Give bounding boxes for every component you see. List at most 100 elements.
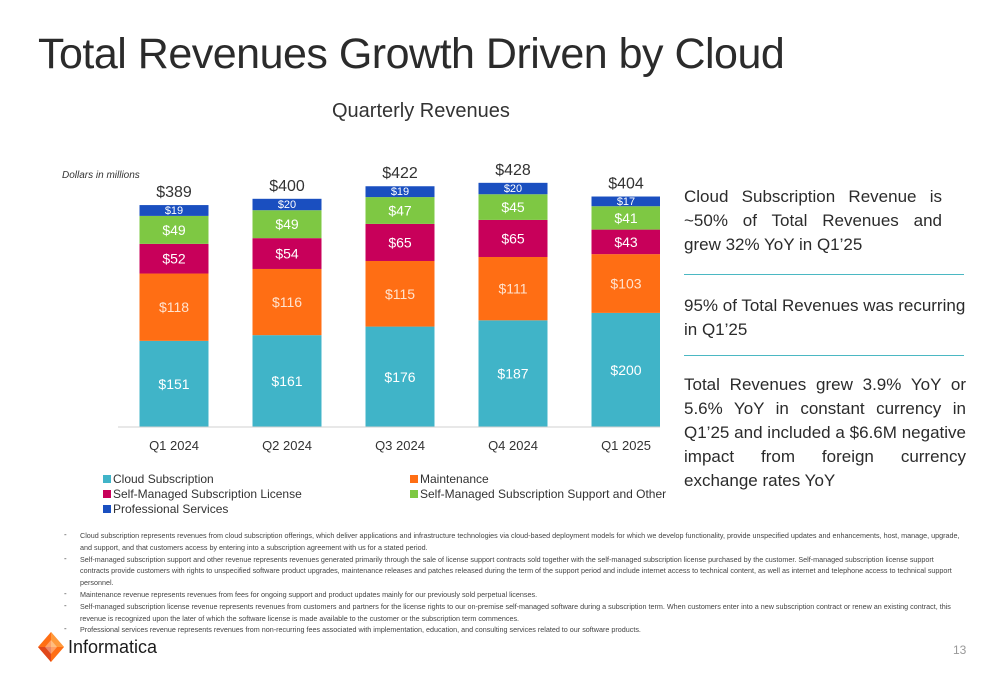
bar-segment <box>252 268 322 336</box>
x-tick-label: Q1 2025 <box>601 438 651 453</box>
legend-swatch <box>103 490 111 498</box>
bar-segment <box>478 320 548 427</box>
footnote-text: Self-managed subscription support and ot… <box>80 554 952 588</box>
legend-swatch <box>410 475 418 483</box>
footnote-text: Cloud subscription represents revenues f… <box>80 531 960 552</box>
logo-text: Informatica <box>68 636 158 657</box>
legend-label: Maintenance <box>420 472 489 486</box>
data-label: $49 <box>275 216 299 232</box>
stacked-bar-chart: $151 $118 $52 $49 $19 $389 Q1 2024 $161 $116 $54 $… <box>118 162 660 453</box>
data-label: $20 <box>278 199 296 211</box>
legend-swatch <box>410 490 418 498</box>
legend-label: Professional Services <box>113 502 229 516</box>
legend-item-self-managed-license: Self-Managed Subscription License <box>103 487 302 501</box>
legend-swatch <box>103 505 111 513</box>
data-label: $187 <box>497 366 528 382</box>
bar-segment <box>139 273 209 341</box>
data-label: $47 <box>388 202 412 218</box>
data-label: $49 <box>162 222 186 238</box>
takeaway-cloud-share: Cloud Subscription Revenue is ~50% of To… <box>684 187 942 254</box>
x-tick-label: Q1 2024 <box>149 438 199 453</box>
data-label: $43 <box>614 234 638 250</box>
bar-segment <box>478 256 548 321</box>
legend-item-cloud-subscription: Cloud Subscription <box>103 472 214 486</box>
bar-segment <box>139 340 209 427</box>
data-label: $151 <box>158 376 189 392</box>
footnote: - Cloud subscription represents revenues … <box>64 530 964 554</box>
bar-segment <box>139 243 209 274</box>
data-label: $118 <box>159 299 189 315</box>
data-label: $116 <box>272 294 302 310</box>
data-label: $17 <box>617 196 635 208</box>
footnote-dash: - <box>64 600 67 610</box>
bar-segment <box>365 186 435 198</box>
bar-segment <box>252 210 322 239</box>
legend-label: Self-Managed Subscription Support and Ot… <box>420 487 667 501</box>
bar-segment <box>252 198 322 211</box>
data-label: $41 <box>614 210 638 226</box>
data-label: $111 <box>498 281 527 297</box>
data-label: $103 <box>610 276 641 292</box>
bar-total-label: $428 <box>495 162 531 179</box>
bar-segment <box>365 326 435 427</box>
data-label: $200 <box>610 362 641 378</box>
bar-segment <box>365 260 435 327</box>
chart-title: Quarterly Revenues <box>332 100 510 122</box>
footnote-text: Professional services revenue represents… <box>80 625 641 635</box>
bar-segment <box>252 335 322 427</box>
footnote-text: Self-managed subscription license revenu… <box>80 601 951 623</box>
footnote-dash: - <box>64 624 67 634</box>
footnotes: - Cloud subscription represents revenues … <box>64 530 964 636</box>
bar-segment <box>139 205 209 216</box>
data-label: $19 <box>391 186 409 198</box>
bar-total-label: $400 <box>269 178 305 195</box>
footnote: - Maintenance revenue represents revenues… <box>64 589 964 601</box>
bar-total-label: $404 <box>608 176 644 193</box>
informatica-diamond-icon <box>38 632 64 662</box>
divider <box>684 355 964 356</box>
bar-segment <box>591 196 660 207</box>
data-label: $161 <box>271 373 302 389</box>
data-label: $52 <box>162 251 186 267</box>
takeaway-recurring: 95% of Total Revenues was recurring in Q… <box>684 296 966 339</box>
legend-item-self-managed-support: Self-Managed Subscription Support and Ot… <box>410 487 666 501</box>
bar-segment <box>252 238 322 269</box>
bar-total-label: $422 <box>382 165 418 182</box>
data-label: $45 <box>501 199 525 215</box>
page-number: 13 <box>953 643 967 657</box>
takeaway-growth: Total Revenues grew 3.9% YoY or 5.6% YoY… <box>684 375 966 490</box>
informatica-logo: Informatica <box>38 632 157 662</box>
footnote-text: Maintenance revenue represents revenues … <box>80 589 538 599</box>
legend-swatch <box>103 475 111 483</box>
data-label: $54 <box>275 246 299 262</box>
data-label: $115 <box>385 286 415 302</box>
data-label: $20 <box>504 183 522 195</box>
legend-label: Self-Managed Subscription License <box>113 487 302 501</box>
x-tick-label: Q4 2024 <box>488 438 538 453</box>
footnote-dash: - <box>64 588 67 598</box>
units-note: Dollars in millions <box>62 170 140 181</box>
data-label: $176 <box>384 369 415 385</box>
bar-segment <box>591 254 660 313</box>
legend-item-professional-services: Professional Services <box>103 502 228 516</box>
data-label: $65 <box>388 234 412 250</box>
bar-segment <box>478 182 548 195</box>
bar-segment <box>139 215 209 244</box>
bar-total-label: $389 <box>156 184 192 201</box>
bar-segment <box>365 223 435 261</box>
bar-segment <box>591 312 660 427</box>
footnote-dash: - <box>64 530 67 539</box>
x-tick-label: Q3 2024 <box>375 438 425 453</box>
data-label: $65 <box>501 230 525 246</box>
page-title: Total Revenues Growth Driven by Cloud <box>38 30 785 78</box>
bar-segment <box>591 206 660 230</box>
footnote: - Professional services revenue represent… <box>64 624 964 636</box>
footnote-dash: - <box>64 553 67 563</box>
bar-segment <box>591 229 660 255</box>
x-tick-label: Q2 2024 <box>262 438 312 453</box>
data-label: $19 <box>165 205 183 217</box>
footnote: - Self-managed subscription support and o… <box>64 554 964 589</box>
bar-segment <box>478 219 548 257</box>
footnote: - Self-managed subscription license reven… <box>64 601 964 625</box>
bar-segment <box>365 197 435 224</box>
